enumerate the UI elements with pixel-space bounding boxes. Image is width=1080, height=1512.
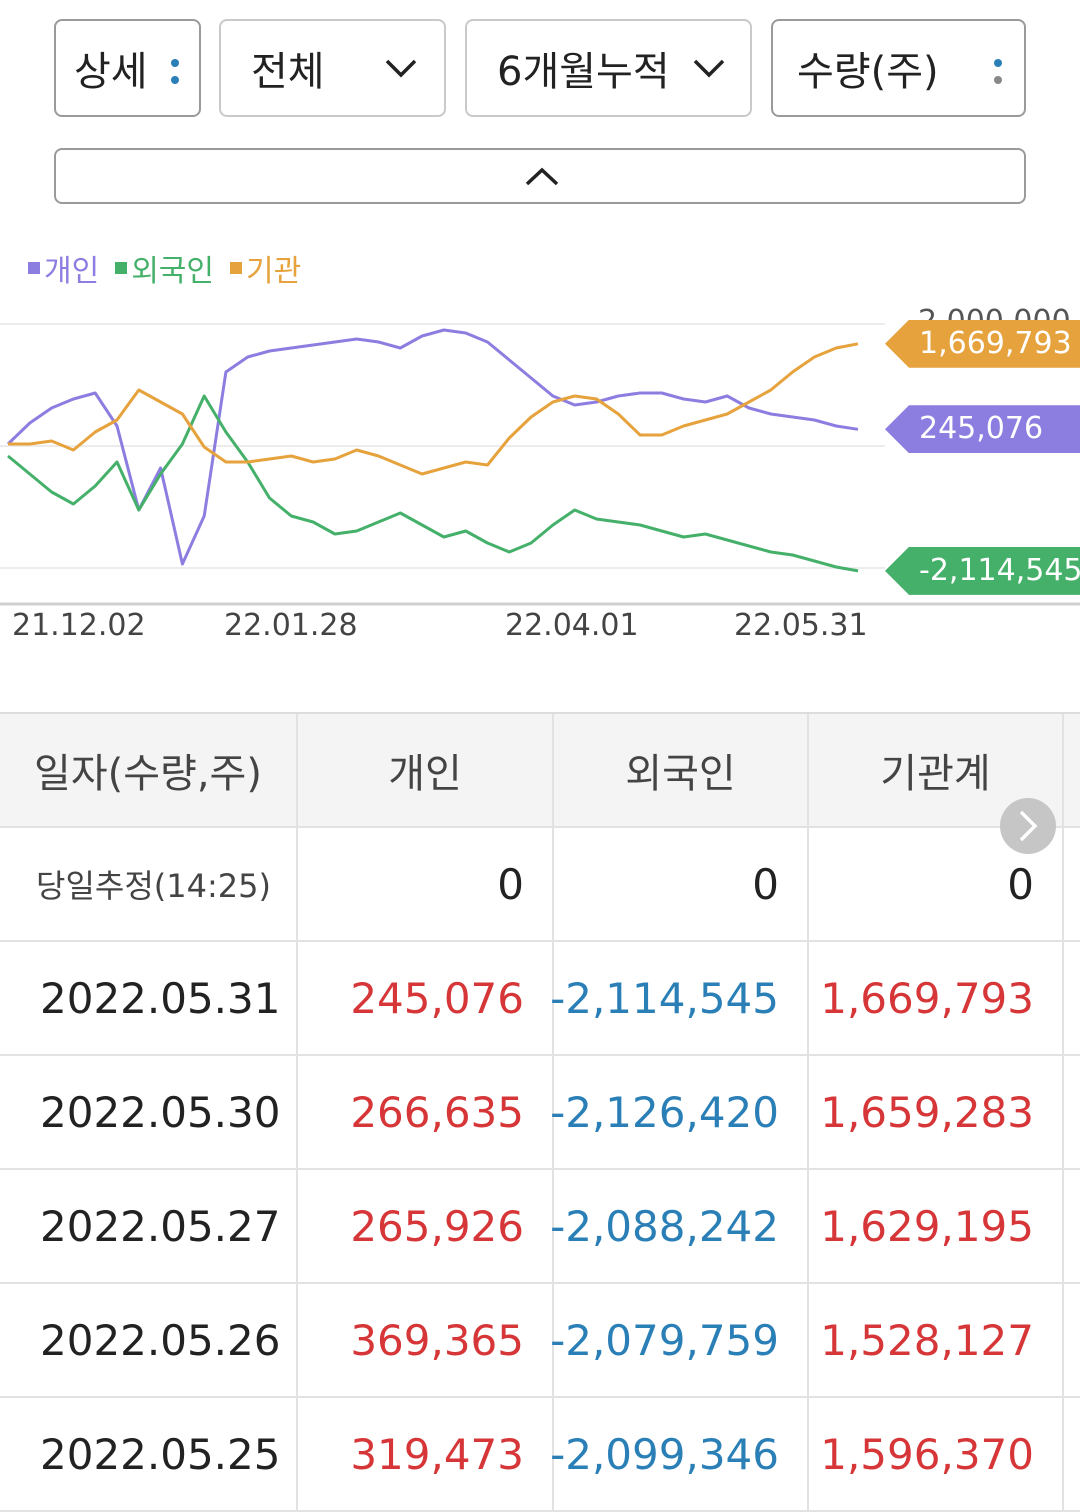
chevron-right-icon	[1019, 810, 1038, 842]
row-foreign: -2,088,242	[550, 1170, 809, 1282]
row-foreign: -2,126,420	[550, 1056, 809, 1168]
legend-swatch-individual	[28, 262, 40, 274]
row-individual: 319,473	[298, 1398, 554, 1510]
scope-select[interactable]: 전체	[219, 19, 446, 117]
table-header: 일자(수량,주) 개인 외국인 기관계	[0, 712, 1080, 828]
row-foreign: -2,114,545	[550, 942, 809, 1054]
individual-end-label: 245,076	[885, 405, 1080, 454]
header-institution: 기관계	[809, 714, 1064, 826]
x-tick-label: 22.05.31	[734, 608, 868, 643]
row-date: 2022.05.30	[0, 1056, 298, 1168]
unit-select[interactable]: 수량(주)	[771, 19, 1026, 117]
header-date: 일자(수량,주)	[0, 714, 298, 826]
row-institution: 1,669,793	[809, 942, 1064, 1054]
table-row: 2022.05.27 265,926 -2,088,242 1,629,195	[0, 1170, 1080, 1284]
legend-item-foreign[interactable]: 외국인	[115, 246, 214, 290]
period-select-label: 6개월누적	[497, 49, 670, 95]
vertical-dots-icon	[171, 59, 181, 87]
row-foreign: -2,079,759	[550, 1284, 809, 1396]
legend-swatch-institution	[230, 262, 243, 274]
vertical-dots-icon	[994, 59, 1004, 87]
row-date: 2022.05.25	[0, 1398, 298, 1510]
legend-label-individual: 개인	[44, 254, 100, 289]
legend-swatch-foreign	[115, 262, 128, 274]
legend-label-foreign: 외국인	[131, 254, 215, 289]
estimate-foreign: 0	[554, 828, 809, 940]
unit-select-label: 수량(주)	[797, 49, 939, 95]
table-row: 2022.05.30 266,635 -2,126,420 1,659,283	[0, 1056, 1080, 1170]
x-tick-label: 22.01.28	[224, 608, 358, 643]
header-individual: 개인	[298, 714, 554, 826]
legend-label-institution: 기관	[246, 254, 302, 289]
row-date: 2022.05.26	[0, 1284, 298, 1396]
row-institution: 1,528,127	[809, 1284, 1064, 1396]
row-foreign: -2,099,346	[550, 1398, 809, 1510]
row-individual: 369,365	[298, 1284, 554, 1396]
table-row: 2022.05.26 369,365 -2,079,759 1,528,127	[0, 1284, 1080, 1398]
legend-item-individual[interactable]: 개인	[28, 246, 99, 290]
institution-end-label: 1,669,793	[885, 319, 1080, 368]
chart-legend: 개인 외국인 기관	[28, 246, 301, 290]
filter-bar: 상세 전체 6개월누적 수량(주)	[0, 0, 1080, 210]
scope-select-label: 전체	[251, 49, 325, 95]
collapse-button[interactable]	[54, 148, 1026, 204]
x-tick-label: 21.12.02	[12, 608, 146, 643]
table-row-estimate: 당일추정(14:25) 0 0 0	[0, 828, 1080, 942]
estimate-institution: 0	[809, 828, 1064, 940]
row-individual: 245,076	[298, 942, 554, 1054]
estimate-label: 당일추정(14:25)	[0, 828, 298, 940]
header-foreign: 외국인	[554, 714, 809, 826]
x-tick-label: 22.04.01	[505, 608, 639, 643]
foreign-series-line	[7, 394, 859, 573]
row-individual: 265,926	[298, 1170, 554, 1282]
row-individual: 266,635	[298, 1056, 554, 1168]
legend-item-institution[interactable]: 기관	[230, 246, 301, 290]
detail-select[interactable]: 상세	[54, 19, 201, 117]
period-select[interactable]: 6개월누적	[465, 19, 752, 117]
investor-trend-chart: 2,000,000 1,669,793 245,076 -2,114,545 2…	[0, 300, 1080, 660]
investor-table: 일자(수량,주) 개인 외국인 기관계 당일추정(14:25) 0 0 0 20…	[0, 712, 1080, 1512]
chevron-down-icon	[693, 59, 725, 78]
institution-series-line	[8, 342, 859, 476]
y-top-tick-label: 2,000,000	[918, 304, 1071, 322]
foreign-end-label: -2,114,545	[885, 546, 1080, 595]
row-institution: 1,659,283	[809, 1056, 1064, 1168]
table-row: 2022.05.31 245,076 -2,114,545 1,669,793	[0, 942, 1080, 1056]
estimate-individual: 0	[298, 828, 554, 940]
row-date: 2022.05.27	[0, 1170, 298, 1282]
row-institution: 1,629,195	[809, 1170, 1064, 1282]
row-date: 2022.05.31	[0, 942, 298, 1054]
row-institution: 1,596,370	[809, 1398, 1064, 1510]
individual-series-line	[6, 328, 859, 566]
detail-select-label: 상세	[74, 49, 148, 95]
scroll-right-button[interactable]	[1000, 798, 1056, 854]
chevron-down-icon	[385, 59, 417, 78]
table-row: 2022.05.25 319,473 -2,099,346 1,596,370	[0, 1398, 1080, 1512]
chevron-up-icon	[525, 167, 559, 186]
chart-plot	[0, 323, 1080, 606]
